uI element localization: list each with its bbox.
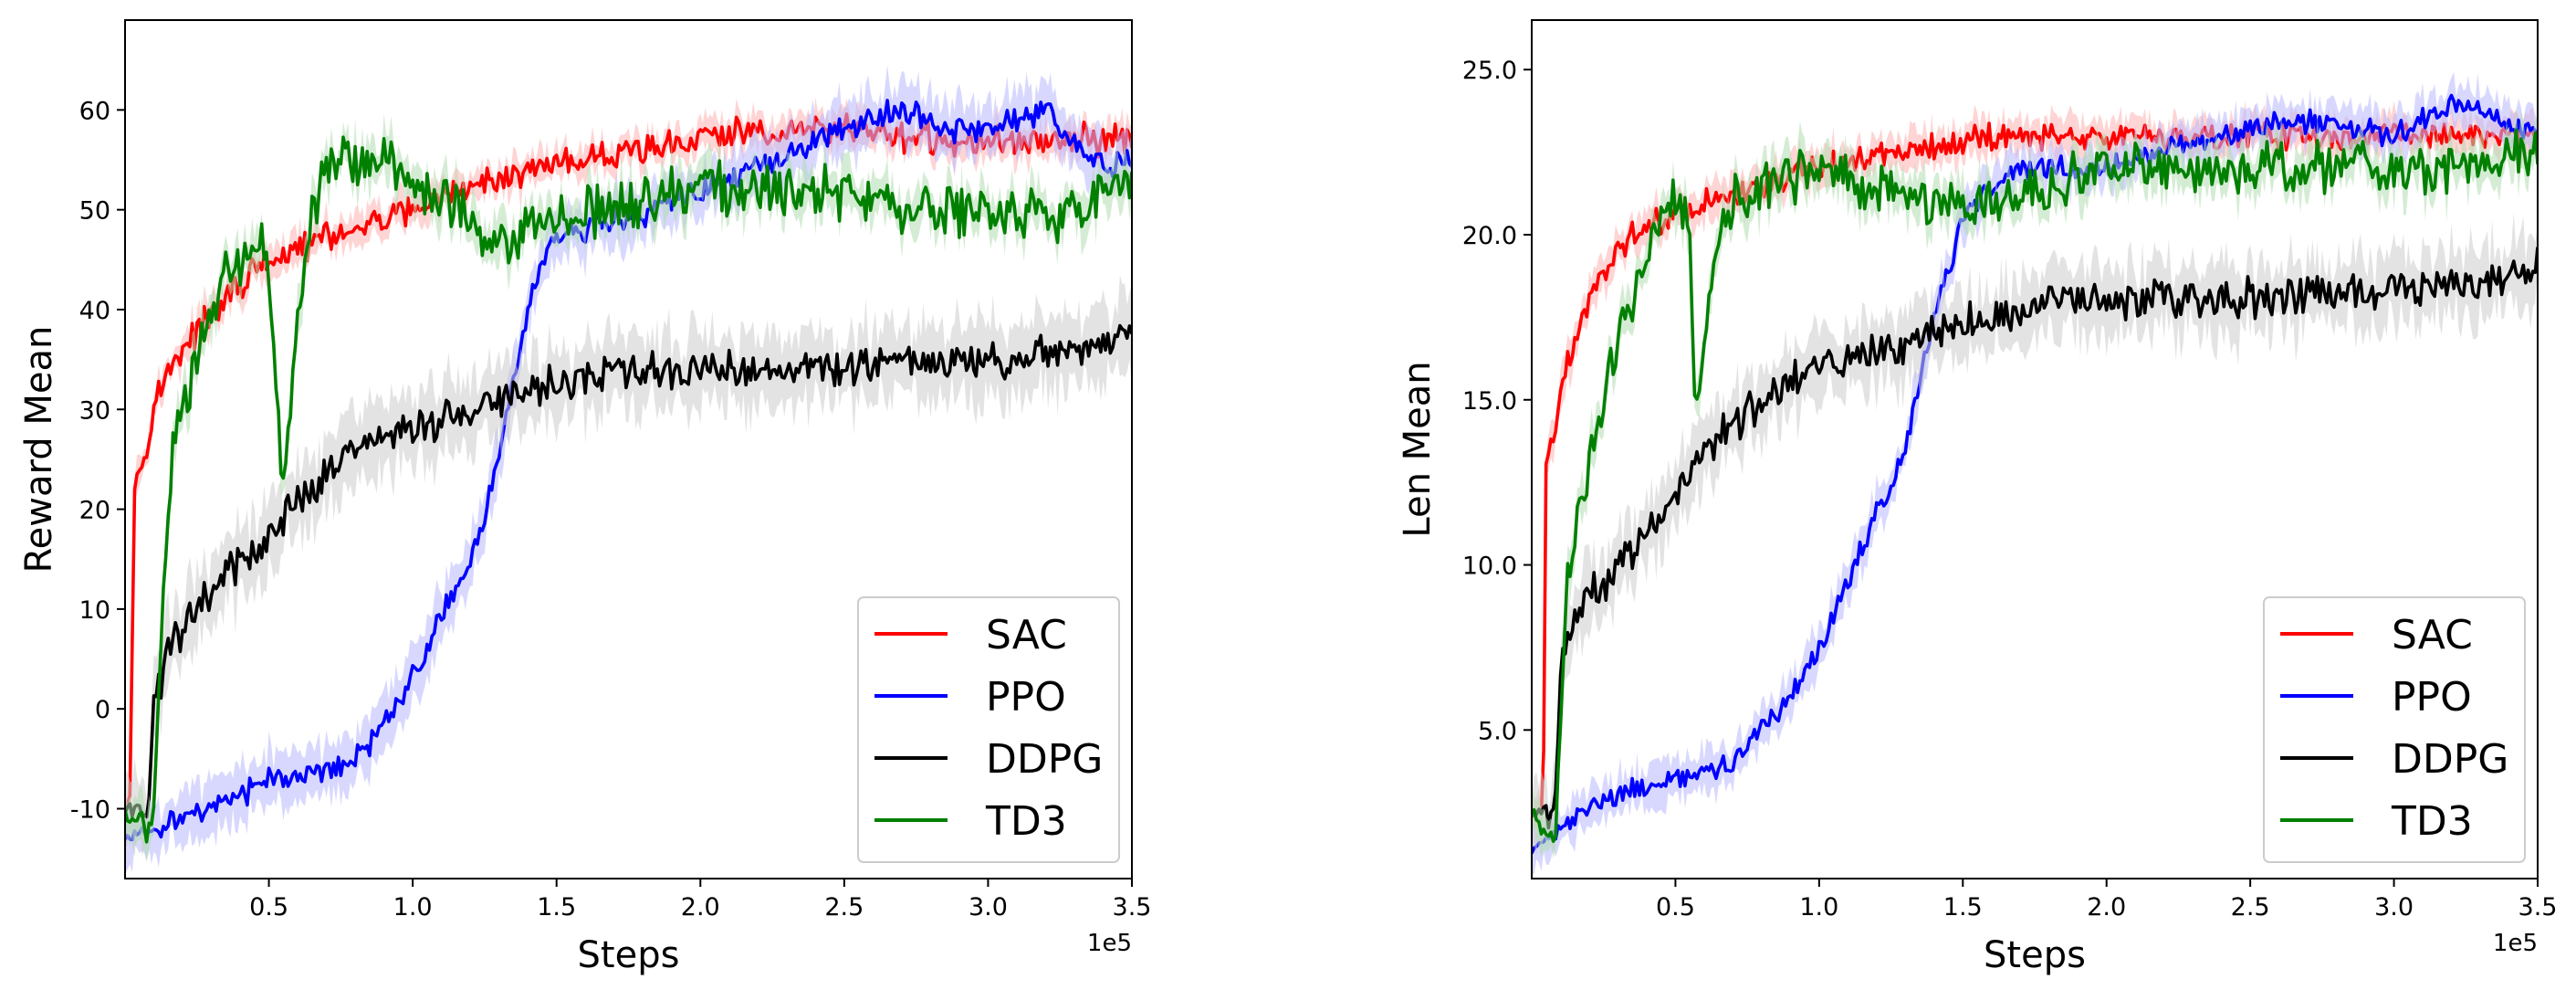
x-axis-label: Steps — [1984, 934, 2086, 976]
plot-area — [1532, 72, 2538, 875]
legend: SAC PPO DDPG TD3 — [857, 596, 1120, 863]
x-tick-label: 0.5 — [1656, 893, 1695, 922]
legend-label-ddpg: DDPG — [986, 736, 1103, 783]
y-tick-label: 5.0 — [1478, 717, 1517, 745]
x-offset-label: 1e5 — [2493, 930, 2538, 957]
y-axis-label: Reward Mean — [18, 326, 60, 574]
y-tick-label: -10 — [70, 795, 110, 824]
legend-label-sac: SAC — [986, 612, 1067, 658]
x-tick-label: 2.5 — [2231, 893, 2270, 922]
series-ddpg — [1532, 212, 2538, 858]
chart-panel-1: 0.5 1.0 1.5 2.0 2.5 3.0 3.5 -10 0 10 20 30 40 50 60 1e5… — [18, 19, 1152, 976]
x-tick-label: 0.5 — [249, 893, 288, 922]
band-ddpg — [125, 274, 1132, 857]
axes-frame — [1531, 19, 2539, 879]
legend: SAC PPO DDPG TD3 — [2263, 596, 2526, 863]
x-tick-label: 2.0 — [2087, 893, 2126, 922]
y-tick-label: 10.0 — [1462, 553, 1517, 581]
x-tick-label: 3.5 — [1113, 893, 1152, 922]
y-tick-label: 30 — [79, 396, 110, 425]
x-offset-label: 1e5 — [1087, 930, 1132, 957]
series-ddpg — [125, 274, 1132, 857]
line-td3 — [1532, 128, 2538, 843]
series-td3 — [1532, 105, 2538, 858]
line-ddpg — [1532, 247, 2538, 830]
x-tick-label: 3.0 — [2374, 893, 2414, 922]
line-sac — [125, 112, 1132, 814]
y-tick-label: 40 — [79, 297, 110, 325]
y-tick-label: 50 — [79, 197, 110, 226]
legend-box — [857, 596, 1120, 863]
y-tick-label: 60 — [79, 97, 110, 125]
legend-label-td3: TD3 — [985, 798, 1067, 845]
y-tick-label: 0 — [95, 696, 110, 724]
y-tick-label: 15.0 — [1462, 387, 1517, 416]
plot-area — [125, 65, 1132, 875]
y-axis-label: Len Mean — [1397, 361, 1439, 537]
y-tick-label: 20 — [79, 497, 110, 525]
legend-label-ddpg: DDPG — [2392, 736, 2508, 783]
band-ppo — [1532, 72, 2538, 875]
y-tick-label: 20.0 — [1462, 222, 1517, 250]
line-td3 — [125, 135, 1132, 844]
band-ddpg — [1532, 212, 2538, 858]
x-axis-label: Steps — [578, 934, 680, 976]
series-td3 — [125, 113, 1132, 862]
series-sac — [125, 97, 1132, 824]
x-tick-label: 3.0 — [969, 893, 1008, 922]
x-tick-label: 1.0 — [1799, 893, 1838, 922]
x-tick-label: 3.5 — [2518, 893, 2558, 922]
legend-label-ppo: PPO — [986, 674, 1066, 721]
band-td3 — [1532, 105, 2538, 858]
chart-panel-2: 0.5 1.0 1.5 2.0 2.5 3.0 3.5 5.0 10.0 15.0 20.0 25.0… — [1397, 19, 2558, 976]
x-tick-label: 2.0 — [681, 893, 720, 922]
y-tick-label: 25.0 — [1462, 57, 1517, 85]
y-tick-label: 10 — [79, 596, 110, 625]
x-tick-label: 2.5 — [824, 893, 864, 922]
x-tick-label: 1.5 — [1943, 893, 1983, 922]
legend-label-sac: SAC — [2392, 612, 2473, 658]
axes-frame — [124, 19, 1133, 879]
legend-box — [2263, 596, 2526, 863]
legend-label-ppo: PPO — [2392, 674, 2472, 721]
legend-label-td3: TD3 — [2391, 798, 2473, 845]
line-ddpg — [125, 323, 1132, 819]
x-tick-label: 1.5 — [537, 893, 576, 922]
x-tick-label: 1.0 — [393, 893, 433, 922]
